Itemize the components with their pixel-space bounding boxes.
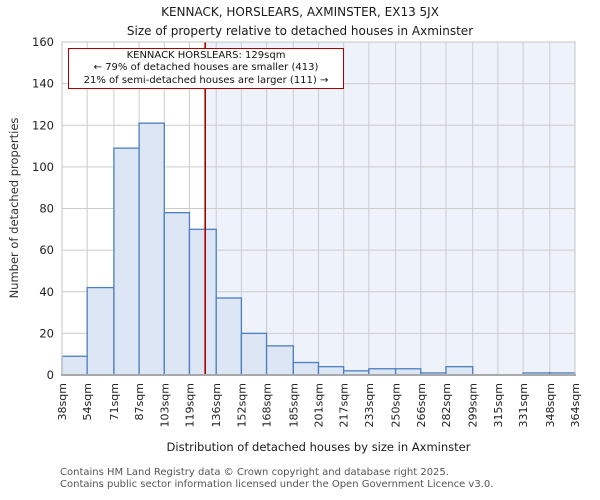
histogram-bar [292,361,320,376]
y-tick-label: 20 [39,326,54,340]
license-footer: Contains HM Land Registry data © Crown c… [60,467,493,491]
y-tick-label: 160 [32,35,54,49]
chart-subtitle: Size of property relative to detached ho… [126,24,474,38]
histogram-bar [163,212,191,376]
footer-line-2: Contains public sector information licen… [60,479,494,490]
x-tick-label: 217sqm [338,383,351,427]
x-tick-label: 299sqm [467,383,480,427]
x-tick-label: 364sqm [569,383,582,427]
chart-title: KENNACK, HORSLEARS, AXMINSTER, EX13 5JX [161,5,439,19]
histogram-bar [215,297,243,376]
y-tick-label: 0 [47,368,54,382]
y-tick-label: 100 [32,160,54,174]
y-tick-label: 60 [39,243,54,257]
x-tick-label: 119sqm [183,383,196,427]
histogram-bar [188,228,217,376]
y-tick-label: 80 [39,202,54,216]
x-tick-label: 71sqm [108,383,121,420]
x-tick-label: 348sqm [544,383,557,427]
histogram-bar [240,332,268,376]
annotation-line-1: KENNACK HORSLEARS: 129sqm [126,50,286,61]
x-tick-label: 54sqm [81,383,94,420]
x-tick-label: 168sqm [261,383,274,427]
histogram-bar [61,355,88,376]
annotation-line-2: ← 79% of detached houses are smaller (41… [93,62,319,74]
x-tick-label: 103sqm [158,383,171,427]
x-tick-label: 38sqm [56,383,69,420]
y-tick-label: 40 [39,285,54,299]
footer-line-1: Contains HM Land Registry data © Crown c… [60,467,449,478]
x-tick-label: 152sqm [235,383,248,427]
x-tick-label: 315sqm [492,383,505,427]
histogram-bar [265,345,294,376]
y-tick-label: 120 [32,118,54,132]
x-tick-label: 331sqm [517,383,530,427]
histogram-bar [113,147,140,376]
marker-annotation: KENNACK HORSLEARS: 129sqm ← 79% of detac… [68,48,344,90]
x-tick-label: 201sqm [313,383,326,427]
x-tick-label: 233sqm [363,383,376,427]
x-tick-label: 185sqm [287,383,300,427]
histogram-bar [86,286,115,376]
y-tick-label: 140 [32,77,54,91]
annotation-line-3: 21% of semi-detached houses are larger (… [83,74,329,86]
x-tick-label: 136sqm [210,383,223,427]
x-tick-label: 250sqm [390,383,403,427]
histogram-bar [138,122,165,376]
histogram-bar [445,366,474,376]
x-axis-title: Distribution of detached houses by size … [166,440,471,454]
x-tick-label: 266sqm [415,383,428,427]
x-tick-label: 87sqm [133,383,146,420]
x-tick-label: 282sqm [440,383,453,427]
histogram-bar [317,366,345,376]
